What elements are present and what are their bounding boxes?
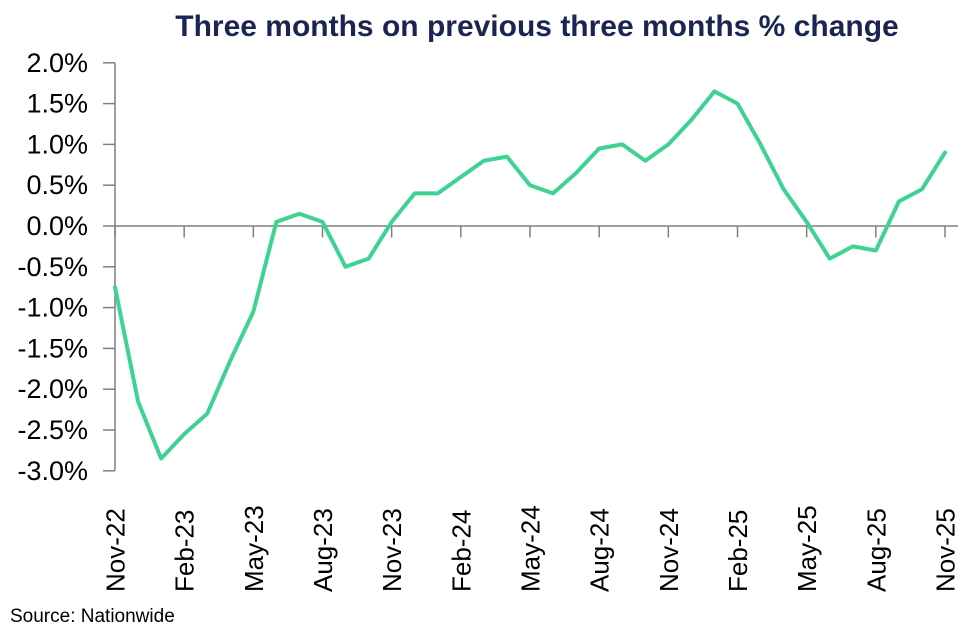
x-tick-label: Nov-22 [101,508,131,592]
x-tick-label: Nov-24 [654,508,684,592]
x-tick-label: Aug-25 [861,508,891,592]
y-tick-label: 2.0% [26,48,88,78]
y-tick-label: 1.0% [26,129,88,159]
x-tick-label: May-25 [792,505,822,592]
source-note: Source: Nationwide [10,606,175,627]
chart-title: Three months on previous three months % … [175,10,899,43]
x-tick-label: Nov-23 [377,508,407,592]
x-tick-label: Aug-24 [585,508,615,592]
x-tick-label: Nov-25 [931,508,961,592]
y-tick-label: 1.5% [26,89,88,119]
x-tick-label: Feb-23 [170,510,200,592]
y-tick-label: -2.5% [17,415,88,445]
y-tick-label: 0.5% [26,170,88,200]
y-tick-label: -1.5% [17,333,88,363]
y-tick-label: -1.0% [17,293,88,323]
x-tick-label: Aug-23 [308,508,338,592]
y-tick-label: -3.0% [17,456,88,486]
y-tick-label: -0.5% [17,252,88,282]
x-tick-label: Feb-24 [446,510,476,592]
y-tick-label: -2.0% [17,374,88,404]
y-tick-label: 0.0% [26,211,88,241]
data-line-series [113,89,947,461]
x-tick-label: Feb-25 [723,510,753,592]
x-tick-label: May-23 [239,505,269,592]
x-tick-label: May-24 [516,505,546,592]
